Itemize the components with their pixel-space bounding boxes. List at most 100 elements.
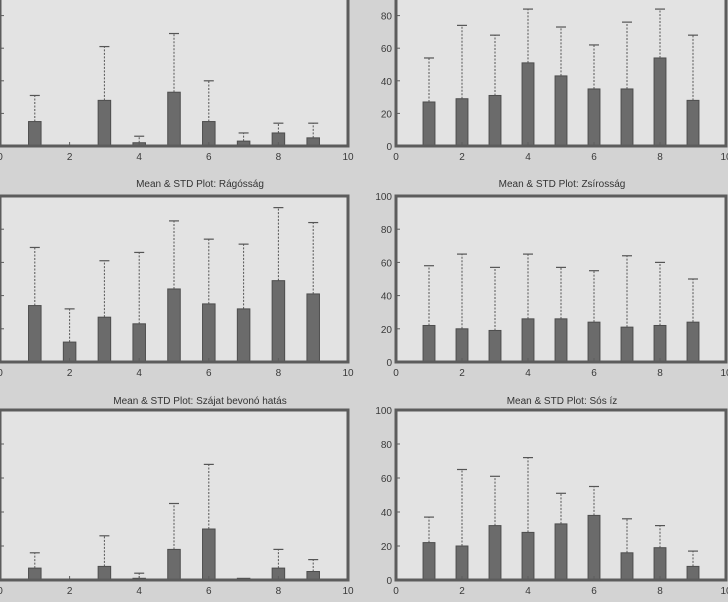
chart-4-title: Mean & STD Plot: Zsírosság [498, 179, 626, 190]
chart-5-title: Mean & STD Plot: Szájat bevonó hatás [113, 396, 287, 407]
chart-4-bar [653, 324, 667, 363]
chart-4-bar [587, 321, 601, 363]
chart-panel-4: Mean & STD Plot: Zsírosság 0246810020406… [364, 175, 728, 385]
chart-4-bar [620, 326, 634, 363]
chart-5-axes-frame [0, 408, 350, 582]
chart-6-y-tick-label: 0 [386, 576, 392, 587]
chart-6-bar [686, 565, 700, 581]
chart-6-x-tick-label: 2 [459, 586, 465, 597]
chart-4-y-tick-label: 100 [375, 192, 392, 203]
chart-1-bar [28, 121, 42, 147]
chart-3-bar [97, 316, 112, 363]
chart-1-x-tick-label: 6 [206, 152, 212, 163]
chart-6-bar [587, 514, 601, 581]
chart-2-x-tick-label: 10 [720, 152, 728, 163]
chart-4-bar [521, 318, 535, 363]
chart-4-bar [686, 321, 700, 363]
chart-6-bar [521, 531, 535, 581]
chart-6-svg: 0246810020406080100 [375, 406, 728, 597]
chart-1-x-tick-label: 8 [276, 152, 282, 163]
chart-6-bar [653, 547, 667, 581]
chart-3-bar [271, 280, 286, 363]
chart-3-bar [236, 308, 251, 363]
chart-1-bar [97, 99, 112, 147]
chart-2-x-tick-label: 2 [459, 152, 465, 163]
chart-4-x-tick-label: 10 [720, 368, 728, 379]
chart-1-x-tick-label: 4 [136, 152, 142, 163]
chart-5-svg: 0246810020406080100 [0, 408, 354, 597]
chart-3-bar [132, 323, 146, 363]
chart-2-axes-frame [394, 0, 728, 148]
chart-5-bar [202, 528, 216, 581]
chart-6-x-tick-label: 4 [525, 586, 531, 597]
chart-3-bar [306, 293, 320, 363]
chart-6-bar [554, 523, 568, 581]
chart-4-y-tick-label: 80 [381, 225, 393, 236]
chart-panel-2: 0246810020406080100 [364, 0, 728, 170]
chart-2-bar [488, 94, 502, 147]
chart-5-bar [97, 565, 112, 581]
chart-6-x-tick-label: 0 [393, 586, 399, 597]
chart-6-axes-frame [394, 408, 728, 582]
chart-2-y-tick-label: 0 [386, 142, 392, 153]
chart-3-axes-frame [0, 194, 350, 364]
chart-3-bar [28, 305, 42, 363]
chart-6-bar [488, 525, 502, 581]
chart-panel-6: Mean & STD Plot: Sós íz 0246810020406080… [364, 391, 728, 602]
chart-2-y-tick-label: 40 [381, 77, 393, 88]
chart-1-x-tick-label: 2 [67, 152, 73, 163]
chart-1-svg: 0246810020406080100 [0, 0, 354, 163]
chart-3-title: Mean & STD Plot: Rágósság [136, 179, 264, 190]
chart-2-y-tick-label: 20 [381, 109, 393, 120]
chart-5-bar [167, 548, 181, 581]
chart-6-y-tick-label: 20 [381, 542, 393, 553]
chart-4-bar [554, 318, 568, 363]
chart-5-x-tick-label: 10 [342, 586, 354, 597]
chart-5-x-tick-label: 8 [276, 586, 282, 597]
chart-4-svg: 0246810020406080100 [375, 192, 728, 379]
chart-3-x-tick-label: 2 [67, 368, 73, 379]
chart-6-bar [620, 552, 634, 581]
chart-4-x-tick-label: 4 [525, 368, 531, 379]
chart-3-svg: 0246810020406080100 [0, 194, 354, 379]
chart-4-bar [488, 329, 502, 363]
chart-2-bar [455, 98, 469, 147]
chart-6-title: Mean & STD Plot: Sós íz [506, 396, 618, 407]
chart-1-bar [167, 91, 181, 147]
chart-6-x-tick-label: 8 [657, 586, 663, 597]
chart-4-y-tick-label: 20 [381, 325, 393, 336]
chart-panel-5: Mean & STD Plot: Szájat bevonó hatás 0 2 4… [0, 391, 360, 602]
chart-4-x-tick-label: 6 [591, 368, 597, 379]
chart-panel-1: 0246810020406080100 [0, 0, 360, 170]
chart-2-y-tick-label: 60 [381, 44, 393, 55]
chart-2-y-tick-label: 80 [381, 12, 393, 23]
chart-2-x-tick-label: 0 [393, 152, 399, 163]
chart-2-bar [521, 62, 535, 147]
chart-4-y-tick-label: 0 [386, 358, 392, 369]
chart-4-y-tick-label: 40 [381, 292, 393, 303]
chart-4-y-tick-label: 60 [381, 258, 393, 269]
chart-3-bar [167, 288, 181, 363]
chart-2-bar [554, 75, 568, 147]
chart-1-x-tick-label: 0 [0, 152, 3, 163]
chart-3-x-tick-label: 6 [206, 368, 212, 379]
chart-2-x-tick-label: 8 [657, 152, 663, 163]
chart-6-x-tick-label: 6 [591, 586, 597, 597]
chart-5-x-tick-label: 4 [136, 586, 142, 597]
chart-panel-3: Mean & STD Plot: Rágósság 02468100204060… [0, 175, 360, 385]
chart-2-x-tick-label: 6 [591, 152, 597, 163]
chart-5-x-tick-label: 2 [67, 586, 73, 597]
chart-1-x-tick-label: 10 [342, 152, 354, 163]
chart-4-bar [422, 324, 436, 363]
chart-4-x-tick-label: 2 [459, 368, 465, 379]
chart-6-x-tick-label: 10 [720, 586, 728, 597]
chart-2-svg: 0246810020406080100 [381, 0, 728, 163]
chart-3-x-tick-label: 0 [0, 368, 3, 379]
chart-5-x-tick-label: 0 [0, 586, 3, 597]
chart-6-bar [455, 545, 469, 581]
chart-6-bar [422, 542, 436, 581]
chart-6-y-tick-label: 40 [381, 508, 393, 519]
chart-2-x-tick-label: 4 [525, 152, 531, 163]
chart-2-bar [587, 88, 601, 147]
chart-2-bar [686, 99, 700, 147]
